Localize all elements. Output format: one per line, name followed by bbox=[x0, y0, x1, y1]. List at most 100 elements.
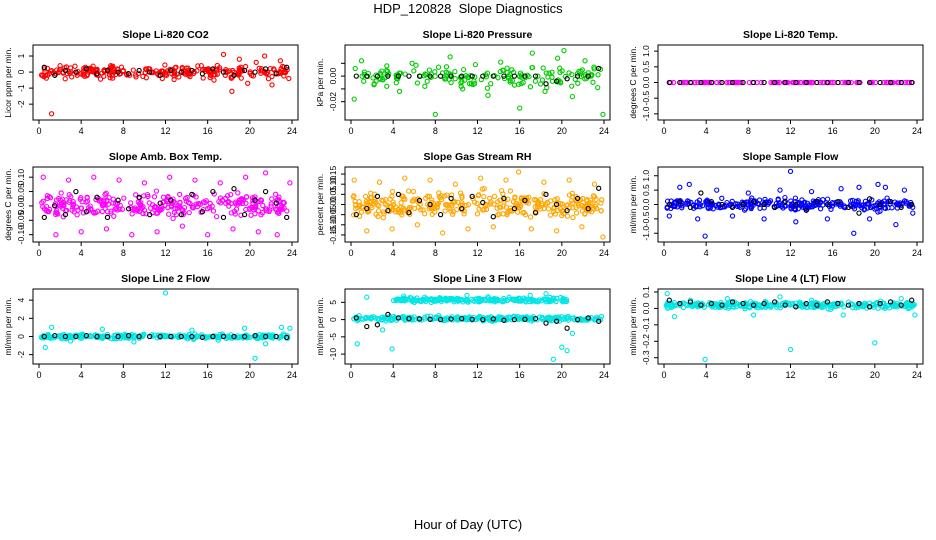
hourly-point bbox=[406, 315, 412, 322]
outlier-point bbox=[595, 84, 601, 91]
panel-2: Slope Li-820 Pressure kPa per min. 0 4 8 12 16… bbox=[315, 29, 611, 136]
sample-point bbox=[578, 202, 585, 209]
x-tick-label: 8 bbox=[121, 126, 126, 136]
sample-point bbox=[78, 194, 84, 201]
sample-point bbox=[474, 200, 480, 207]
x-tick-label: 24 bbox=[599, 248, 609, 258]
hourly-point bbox=[490, 316, 496, 322]
sample-point bbox=[449, 203, 455, 209]
sample-point bbox=[384, 83, 390, 89]
sample-point bbox=[695, 79, 701, 86]
sample-point bbox=[906, 305, 912, 311]
outlier-point bbox=[541, 179, 547, 185]
hourly-point bbox=[835, 198, 841, 205]
sample-point bbox=[696, 197, 703, 203]
sample-point bbox=[74, 212, 80, 218]
sample-point bbox=[382, 201, 388, 207]
hourly-point bbox=[385, 73, 391, 79]
y-tick-label: -2 bbox=[16, 100, 26, 108]
outlier-point bbox=[543, 291, 549, 297]
sample-point bbox=[269, 196, 275, 202]
sample-point bbox=[801, 200, 807, 206]
sample-point bbox=[522, 212, 529, 218]
series-samples bbox=[38, 51, 292, 117]
hourly-point bbox=[666, 79, 672, 86]
hourly-point bbox=[469, 73, 475, 79]
sample-point bbox=[732, 79, 739, 86]
x-tick-label: 0 bbox=[36, 248, 41, 258]
outlier-point bbox=[464, 292, 470, 299]
outlier-point bbox=[186, 72, 192, 78]
sample-point bbox=[770, 79, 776, 86]
hourly-point bbox=[83, 66, 90, 72]
sample-point bbox=[715, 204, 721, 210]
x-tick-label: 16 bbox=[203, 370, 213, 380]
hourly-point bbox=[395, 191, 402, 198]
sample-point bbox=[106, 72, 113, 78]
x-tick-label: 24 bbox=[912, 370, 922, 380]
sample-point bbox=[350, 194, 356, 200]
sample-point bbox=[435, 200, 441, 207]
y-tick-label: -0.05 bbox=[328, 205, 338, 225]
y-tick-label: -1.0 bbox=[641, 106, 651, 121]
outlier-point bbox=[422, 294, 428, 300]
hourly-point bbox=[189, 67, 195, 74]
y-tick-label: 2 bbox=[16, 316, 26, 321]
sample-point bbox=[535, 73, 541, 79]
hourly-point bbox=[532, 209, 539, 216]
x-tick-label: 12 bbox=[472, 370, 482, 380]
sample-point bbox=[707, 205, 713, 211]
outlier-point bbox=[910, 210, 916, 216]
outlier-point bbox=[69, 74, 75, 80]
sample-point bbox=[138, 200, 144, 206]
hourly-point bbox=[395, 315, 402, 321]
hourly-point bbox=[480, 316, 486, 323]
sample-point bbox=[729, 198, 735, 205]
hourly-point bbox=[772, 79, 778, 86]
sample-point bbox=[111, 213, 117, 219]
hourly-point bbox=[168, 333, 174, 340]
sample-point bbox=[269, 73, 275, 80]
x-tick-label: 20 bbox=[557, 126, 567, 136]
hourly-point bbox=[252, 332, 258, 339]
sample-point bbox=[578, 315, 584, 322]
sample-point bbox=[136, 201, 143, 207]
sample-point bbox=[877, 204, 883, 210]
y-tick-label: 0.05 bbox=[328, 186, 338, 203]
sample-point bbox=[444, 192, 450, 198]
sample-point bbox=[851, 206, 858, 212]
sample-point bbox=[380, 214, 386, 221]
hourly-point bbox=[543, 191, 549, 198]
outlier-point bbox=[527, 292, 533, 299]
hourly-point bbox=[501, 317, 507, 323]
sample-point bbox=[679, 300, 685, 306]
hourly-point bbox=[62, 67, 69, 74]
outlier-point bbox=[396, 88, 403, 95]
sample-point bbox=[426, 193, 433, 199]
sample-point bbox=[448, 208, 454, 214]
sample-point bbox=[234, 333, 241, 339]
sample-point bbox=[543, 70, 549, 76]
sample-point bbox=[190, 205, 196, 211]
outlier-point bbox=[211, 77, 217, 83]
x-tick-label: 12 bbox=[160, 126, 170, 136]
sample-point bbox=[279, 206, 285, 212]
sample-point bbox=[853, 201, 859, 208]
outlier-point bbox=[579, 224, 585, 230]
hourly-point bbox=[448, 316, 454, 322]
hourly-point bbox=[480, 199, 486, 206]
sample-point bbox=[170, 198, 177, 205]
outlier-point bbox=[515, 169, 522, 175]
outlier-point bbox=[262, 341, 269, 347]
sample-point bbox=[716, 302, 722, 309]
sample-point bbox=[699, 203, 706, 209]
hourly-point bbox=[511, 205, 518, 212]
sample-point bbox=[274, 197, 280, 203]
x-tick-label: 0 bbox=[348, 370, 353, 380]
outlier-point bbox=[824, 216, 831, 222]
sample-point bbox=[587, 197, 594, 203]
hourly-point bbox=[136, 194, 142, 200]
sample-point bbox=[450, 296, 456, 302]
